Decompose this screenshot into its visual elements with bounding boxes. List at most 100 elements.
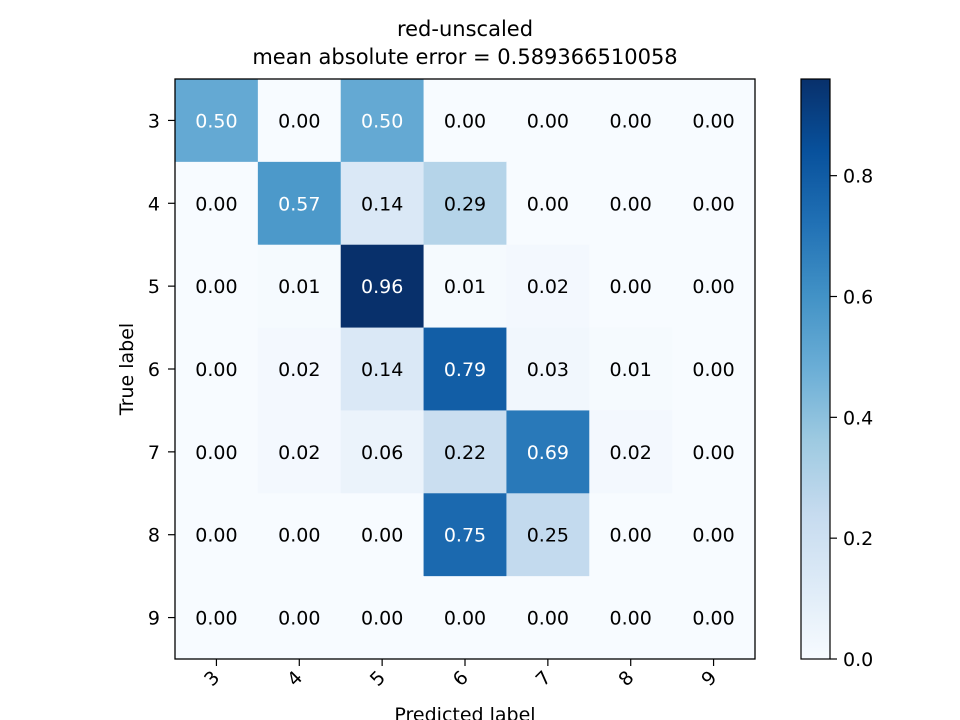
cell-value-label: 0.00 (195, 276, 237, 298)
colorbar-tick-label: 0.8 (843, 166, 873, 188)
heatmap-cell (340, 493, 425, 577)
x-tick-label: 5 (366, 667, 390, 691)
y-tick-label: 7 (148, 442, 160, 464)
cell-value-label: 0.14 (361, 193, 403, 215)
heatmap-cell (672, 576, 756, 660)
heatmap-cell (423, 576, 507, 660)
heatmap-cell (175, 161, 259, 246)
cell-value-label: 0.00 (195, 525, 237, 547)
heatmap-cell (340, 79, 425, 163)
x-tick-label: 6 (449, 667, 473, 691)
heatmap-cell (423, 493, 507, 577)
cell-value-label: 0.00 (692, 276, 734, 298)
chart-subtitle: mean absolute error = 0.589366510058 (252, 45, 678, 69)
heatmap-cell (589, 244, 673, 329)
heatmap-cell (257, 410, 342, 494)
heatmap-cell (175, 493, 259, 577)
cell-value-label: 0.00 (195, 359, 237, 381)
cell-value-label: 0.00 (195, 608, 237, 630)
heatmap-cell (506, 244, 590, 329)
cell-value-label: 0.00 (692, 110, 734, 132)
cell-value-label: 0.00 (692, 525, 734, 547)
heatmap-cell (340, 410, 425, 494)
cell-value-label: 0.50 (361, 110, 403, 132)
heatmap-cell (506, 327, 590, 411)
heatmap-cell (589, 576, 673, 660)
heatmap-cell (589, 161, 673, 246)
y-axis-label: True label (116, 323, 138, 416)
heatmap-cell (672, 493, 756, 577)
heatmap-cell (589, 79, 673, 163)
cell-value-label: 0.00 (278, 608, 320, 630)
cell-value-label: 0.01 (278, 276, 320, 298)
cell-value-label: 0.00 (278, 525, 320, 547)
colorbar: 0.0 0.2 0.4 0.6 0.8 (800, 78, 873, 671)
heatmap-cell (257, 493, 342, 577)
y-tick-label: 9 (148, 608, 160, 630)
heatmap-cell (175, 576, 259, 660)
cell-value-label: 0.02 (278, 442, 320, 464)
heatmap-cell (423, 327, 507, 411)
cell-value-label: 0.50 (195, 110, 237, 132)
cell-value-label: 0.00 (610, 608, 652, 630)
heatmap-cell (589, 493, 673, 577)
heatmap-cell (257, 161, 342, 246)
heatmap-cell (672, 161, 756, 246)
x-tick-label: 9 (697, 667, 721, 691)
heatmap-cell (257, 327, 342, 411)
cell-value-label: 0.01 (610, 359, 652, 381)
heatmap-cell (175, 79, 259, 163)
colorbar-tick-label: 0.6 (843, 287, 873, 309)
y-tick-label: 6 (148, 359, 160, 381)
heatmap-cell (175, 244, 259, 329)
heatmap-cell (672, 327, 756, 411)
cell-value-label: 0.00 (527, 193, 569, 215)
heatmap-cell (506, 410, 590, 494)
cell-value-label: 0.06 (361, 442, 403, 464)
x-axis-label: Predicted label (394, 704, 535, 720)
cell-value-label: 0.69 (527, 442, 569, 464)
heatmap-cells: 0.50 0.00 0.50 0.00 0.00 0.00 0.00 0.00 0.57 0.14… (175, 79, 756, 660)
heatmap-cell (506, 79, 590, 163)
heatmap-cell (257, 576, 342, 660)
colorbar-tick-label: 0.2 (843, 528, 873, 550)
heatmap-cell (257, 244, 342, 329)
chart-title: red-unscaled (396, 17, 534, 41)
x-tick-label: 8 (614, 667, 638, 691)
heatmap-cell (672, 79, 756, 163)
cell-value-label: 0.00 (361, 525, 403, 547)
cell-value-label: 0.00 (692, 442, 734, 464)
heatmap-cell (175, 327, 259, 411)
cell-value-label: 0.00 (610, 276, 652, 298)
cell-value-label: 0.25 (527, 525, 569, 547)
heatmap-cell (423, 79, 507, 163)
cell-value-label: 0.00 (444, 110, 486, 132)
heatmap-cell (423, 161, 507, 246)
y-tick-label: 8 (148, 525, 160, 547)
cell-value-label: 0.00 (692, 608, 734, 630)
heatmap-cell (340, 576, 425, 660)
heatmap-cell (175, 410, 259, 494)
cell-value-label: 0.57 (278, 193, 320, 215)
colorbar-tick-label: 0.0 (843, 649, 873, 671)
cell-value-label: 0.00 (610, 110, 652, 132)
x-tick-label: 3 (200, 667, 224, 691)
cell-value-label: 0.02 (278, 359, 320, 381)
heatmap-cell (423, 410, 507, 494)
cell-value-label: 0.00 (610, 525, 652, 547)
heatmap-cell (257, 79, 342, 163)
heatmap-cell (672, 410, 756, 494)
cell-value-label: 0.29 (444, 193, 486, 215)
colorbar-frame (800, 78, 831, 660)
colorbar-gradient (801, 79, 830, 659)
cell-value-label: 0.00 (195, 442, 237, 464)
x-tick-label: 4 (283, 667, 307, 691)
cell-value-label: 0.00 (610, 193, 652, 215)
heatmap-cell (672, 244, 756, 329)
cell-value-label: 0.75 (444, 525, 486, 547)
cell-value-label: 0.00 (692, 359, 734, 381)
colorbar-tick-label: 0.4 (843, 407, 873, 429)
cell-value-label: 0.02 (610, 442, 652, 464)
y-tick-label: 3 (148, 110, 160, 132)
